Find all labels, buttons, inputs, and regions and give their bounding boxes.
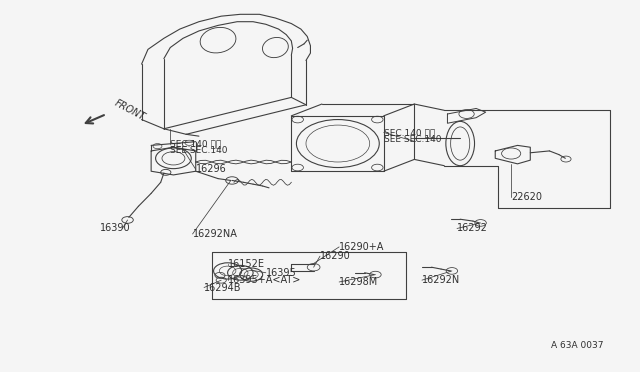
Text: 16290+A: 16290+A: [339, 242, 385, 252]
Text: 16395: 16395: [266, 268, 296, 278]
Text: FRONT: FRONT: [113, 98, 147, 122]
Text: 16294B: 16294B: [204, 283, 241, 292]
Text: 16298M: 16298M: [339, 277, 378, 287]
Text: 16395+A<AT>: 16395+A<AT>: [228, 275, 301, 285]
Text: 16292NA: 16292NA: [193, 229, 237, 239]
Text: 16292N: 16292N: [422, 275, 460, 285]
Text: 16152E: 16152E: [228, 259, 264, 269]
Text: SEC.140 参照: SEC.140 参照: [384, 128, 435, 137]
Text: SEE SEC.140: SEE SEC.140: [384, 135, 441, 144]
Text: 16296: 16296: [196, 164, 227, 174]
Text: 16292: 16292: [457, 224, 488, 234]
Text: 16290: 16290: [320, 251, 351, 261]
Text: 16390: 16390: [100, 224, 131, 234]
Text: 22620: 22620: [511, 192, 542, 202]
Text: SEE SEC.140: SEE SEC.140: [170, 147, 228, 155]
Text: A 63A 0037: A 63A 0037: [551, 341, 604, 350]
Text: SEC.140 参照: SEC.140 参照: [170, 139, 221, 148]
